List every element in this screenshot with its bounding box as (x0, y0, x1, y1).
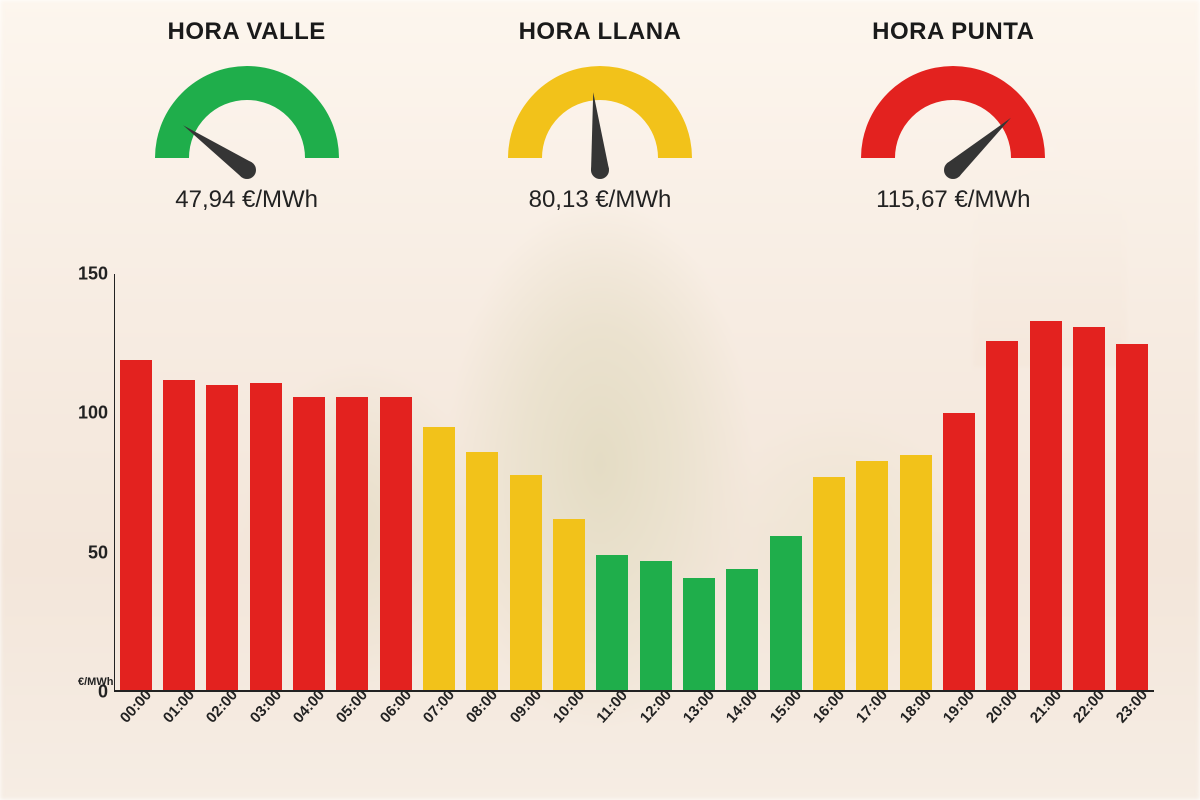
x-tick-label: 14:00 (723, 686, 761, 726)
y-tick-label: 150 (68, 264, 108, 285)
bar-slot: 04:00 (287, 274, 330, 692)
price-bar (293, 397, 325, 692)
price-bar (466, 452, 498, 692)
x-tick-label: 15:00 (766, 686, 804, 726)
bar-slot: 14:00 (721, 274, 764, 692)
bar-slot: 03:00 (244, 274, 287, 692)
hourly-price-bar-chart: 050100150 €/MWh 00:0001:0002:0003:0004:0… (70, 268, 1160, 748)
price-bar (423, 427, 455, 692)
x-tick-label: 02:00 (203, 686, 241, 726)
x-tick-label: 23:00 (1113, 686, 1151, 726)
gauge-punta: HORA PUNTA 115,67 €/MWh (803, 18, 1103, 214)
x-tick-label: 07:00 (420, 686, 458, 726)
x-tick-label: 05:00 (333, 686, 371, 726)
bar-slot: 16:00 (807, 274, 850, 692)
x-tick-label: 21:00 (1026, 686, 1064, 726)
price-bar (986, 341, 1018, 692)
price-bar (770, 536, 802, 692)
bar-slot: 00:00 (114, 274, 157, 692)
gauge-value: 47,94 €/MWh (97, 186, 397, 214)
x-tick-label: 18:00 (896, 686, 934, 726)
bar-slot: 09:00 (504, 274, 547, 692)
price-bar (813, 477, 845, 692)
price-bar (380, 397, 412, 692)
x-tick-label: 16:00 (810, 686, 848, 726)
bar-slot: 15:00 (764, 274, 807, 692)
price-bar (683, 578, 715, 692)
price-bar (1116, 344, 1148, 692)
bar-slot: 05:00 (331, 274, 374, 692)
gauge-arc-icon (490, 54, 710, 184)
x-tick-label: 17:00 (853, 686, 891, 726)
gauge-value: 80,13 €/MWh (450, 186, 750, 214)
y-tick-label: 100 (68, 403, 108, 424)
x-tick-label: 13:00 (680, 686, 718, 726)
price-bar (336, 397, 368, 692)
price-bar (943, 413, 975, 692)
bar-slot: 19:00 (937, 274, 980, 692)
price-bar (553, 519, 585, 692)
x-tick-label: 09:00 (506, 686, 544, 726)
price-bar (250, 383, 282, 692)
bar-slot: 10:00 (547, 274, 590, 692)
price-bar (163, 380, 195, 692)
x-tick-label: 22:00 (1070, 686, 1108, 726)
price-bar (726, 569, 758, 692)
gauge-title: HORA PUNTA (803, 18, 1103, 46)
y-axis-unit-label: €/MWh (78, 676, 113, 688)
x-tick-label: 08:00 (463, 686, 501, 726)
x-tick-label: 11:00 (593, 687, 631, 726)
gauge-title: HORA LLANA (450, 18, 750, 46)
price-bar (120, 360, 152, 692)
x-tick-label: 01:00 (160, 686, 198, 726)
gauge-title: HORA VALLE (97, 18, 397, 46)
gauge-arc-icon (137, 54, 357, 184)
price-bar (900, 455, 932, 692)
bar-slot: 21:00 (1024, 274, 1067, 692)
price-infographic: HORA VALLE 47,94 €/MWh HORA LLANA 80,13 … (0, 0, 1200, 800)
gauge-llana: HORA LLANA 80,13 €/MWh (450, 18, 750, 214)
x-axis-line (114, 690, 1154, 692)
price-bar (206, 385, 238, 692)
bar-slot: 07:00 (417, 274, 460, 692)
price-bar (856, 461, 888, 692)
x-tick-label: 10:00 (550, 686, 588, 726)
gauges-row: HORA VALLE 47,94 €/MWh HORA LLANA 80,13 … (0, 18, 1200, 214)
y-tick-label: 50 (68, 542, 108, 563)
x-tick-label: 03:00 (246, 686, 284, 726)
bar-slot: 17:00 (851, 274, 894, 692)
bar-slot: 23:00 (1111, 274, 1154, 692)
bars-container: 00:0001:0002:0003:0004:0005:0006:0007:00… (114, 274, 1154, 692)
x-tick-label: 00:00 (116, 686, 154, 726)
gauge-arc-icon (843, 54, 1063, 184)
bar-slot: 18:00 (894, 274, 937, 692)
bar-slot: 01:00 (157, 274, 200, 692)
x-tick-label: 06:00 (376, 686, 414, 726)
x-tick-label: 20:00 (983, 686, 1021, 726)
bar-slot: 22:00 (1067, 274, 1110, 692)
price-bar (1030, 321, 1062, 692)
bar-slot: 20:00 (981, 274, 1024, 692)
bar-slot: 06:00 (374, 274, 417, 692)
x-tick-label: 04:00 (290, 686, 328, 726)
price-bar (1073, 327, 1105, 692)
x-tick-label: 12:00 (636, 686, 674, 726)
price-bar (510, 475, 542, 692)
gauge-value: 115,67 €/MWh (803, 186, 1103, 214)
bar-slot: 11:00 (591, 274, 634, 692)
bar-slot: 08:00 (461, 274, 504, 692)
plot-area: 00:0001:0002:0003:0004:0005:0006:0007:00… (114, 274, 1154, 692)
y-axis: 050100150 (70, 274, 114, 692)
price-bar (640, 561, 672, 692)
bar-slot: 13:00 (677, 274, 720, 692)
price-bar (596, 555, 628, 692)
bar-slot: 12:00 (634, 274, 677, 692)
gauge-valle: HORA VALLE 47,94 €/MWh (97, 18, 397, 214)
bar-slot: 02:00 (201, 274, 244, 692)
x-tick-label: 19:00 (940, 686, 978, 726)
